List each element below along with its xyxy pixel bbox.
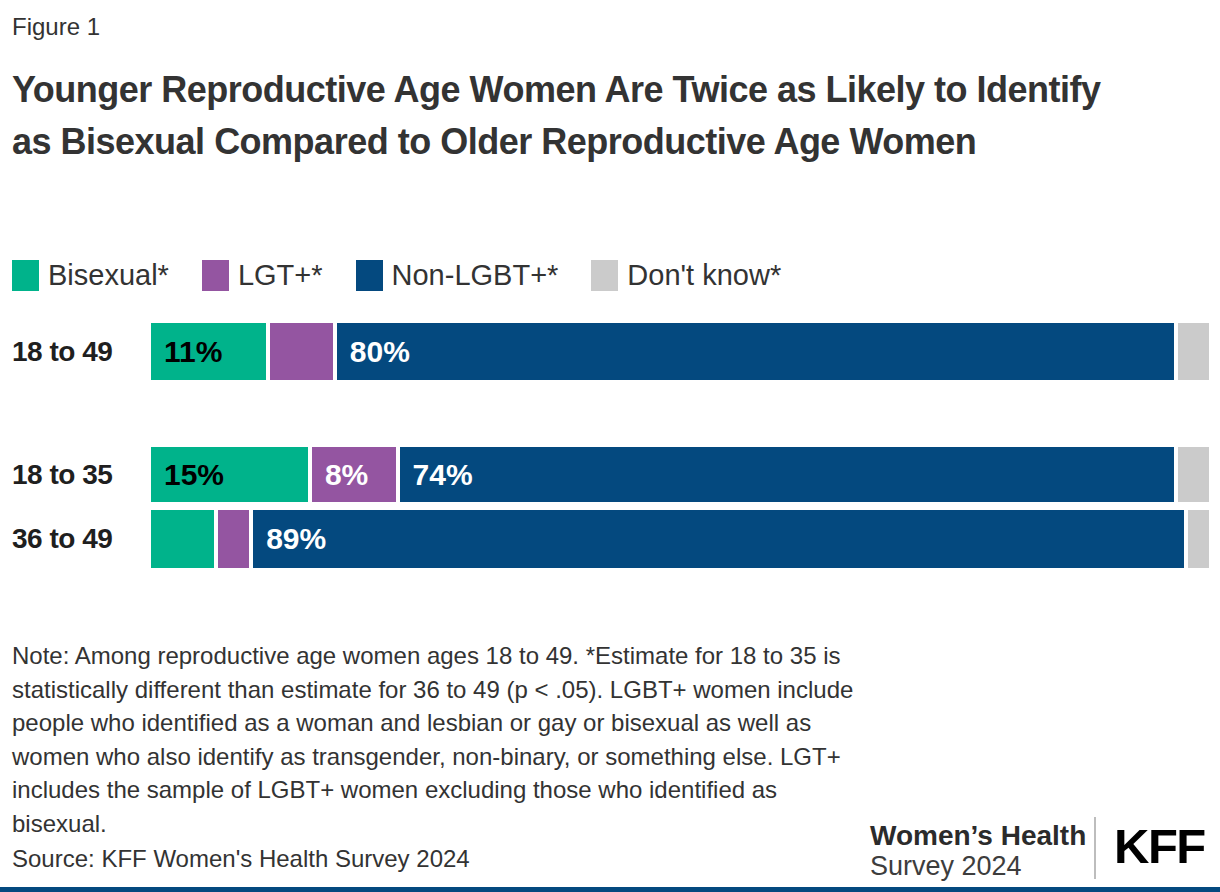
bar-value-label: 11% [151,335,222,369]
legend-item-bisexual: Bisexual* [12,259,169,292]
bottom-accent-bar [0,887,1220,892]
legend-swatch-non-lgbt [356,260,383,291]
chart-row-18-to-35: 18 to 3515% 8% 74% [12,447,1209,502]
chart-legend: Bisexual* LGT+* Non-LGBT+* Don't know* [12,259,781,292]
footer-program-subtitle: Survey 2024 [870,851,1086,881]
legend-swatch-bisexual [12,260,39,291]
legend-label: Non-LGBT+* [392,259,559,292]
legend-label: Don't know* [627,259,781,292]
footer-program-title: Women’s Health [870,820,1086,851]
row-label: 36 to 49 [12,510,151,568]
kff-logo: KFF [1114,818,1205,874]
bar-segment-don-t-know [1178,323,1209,380]
bar-segment-lgt: 8% [312,447,396,502]
bar-segment-non-lgbt: 89% [253,510,1184,568]
stacked-bar: 15% 8% 74% [151,447,1209,502]
bar-chart: 18 to 4911% 80% 18 to 3515% 8% 74% 36 to 49 89… [12,323,1209,568]
row-label: 18 to 35 [12,447,151,502]
bar-segment-don-t-know [1188,510,1209,568]
legend-item-non-lgbt: Non-LGBT+* [356,259,559,292]
bar-value-label: 74% [400,458,473,492]
bar-value-label: 80% [337,335,410,369]
legend-item-lgt: LGT+* [202,259,323,292]
stacked-bar: 11% 80% [151,323,1209,380]
legend-swatch-don-t-know [591,260,618,291]
bar-segment-bisexual [151,510,214,568]
bar-value-label: 8% [312,458,368,492]
footer-program: Women’s Health Survey 2024 [870,820,1086,881]
legend-item-don-t-know: Don't know* [591,259,781,292]
bar-segment-lgt [270,323,333,380]
stacked-bar: 89% [151,510,1209,568]
row-label: 18 to 49 [12,323,151,380]
bar-segment-non-lgbt: 74% [400,447,1174,502]
chart-row-18-to-49: 18 to 4911% 80% [12,323,1209,380]
figure-page: Figure 1 Younger Reproductive Age Women … [0,0,1220,892]
bar-segment-don-t-know [1178,447,1209,502]
bar-segment-bisexual: 15% [151,447,308,502]
bar-value-label: 89% [253,522,326,556]
legend-label: LGT+* [238,259,323,292]
chart-row-36-to-49: 36 to 49 89% [12,510,1209,568]
bar-segment-lgt [218,510,249,568]
legend-label: Bisexual* [48,259,169,292]
note-text: Note: Among reproductive age women ages … [12,639,868,840]
bar-segment-non-lgbt: 80% [337,323,1174,380]
footer-divider [1094,817,1096,879]
source-text: Source: KFF Women's Health Survey 2024 [12,845,470,873]
bar-segment-bisexual: 11% [151,323,266,380]
legend-swatch-lgt [202,260,229,291]
figure-label: Figure 1 [12,13,100,41]
bar-value-label: 15% [151,458,224,492]
chart-title: Younger Reproductive Age Women Are Twice… [12,64,1147,168]
